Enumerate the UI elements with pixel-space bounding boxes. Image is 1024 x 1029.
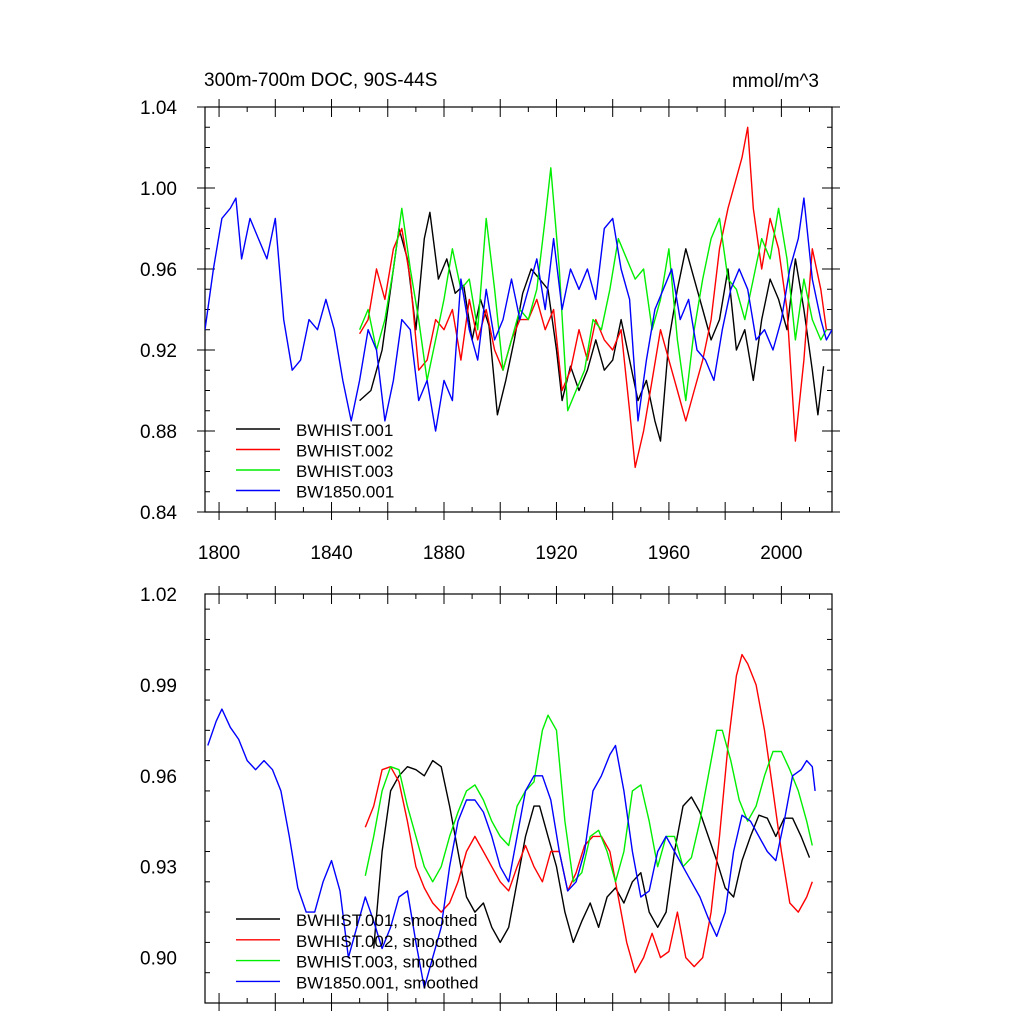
legend-label: BWHIST.002, smoothed [296, 932, 477, 951]
legend-label: BWHIST.003, smoothed [296, 953, 477, 972]
x-tick-label: 1960 [648, 543, 690, 564]
plot-frame [204, 593, 833, 1004]
y-tick-label: 0.96 [140, 767, 177, 788]
x-tick-label: 1880 [423, 543, 465, 564]
series-line-bwhist-003-smoothed [364, 714, 813, 883]
series-line-bwhist-002-smoothed [364, 653, 813, 974]
y-tick-label: 0.88 [140, 422, 177, 443]
x-tick-label: 2000 [760, 543, 802, 564]
series-line-bw1850-001 [205, 197, 832, 432]
series-line-bwhist-001 [359, 211, 825, 442]
y-tick-label: 1.00 [140, 179, 177, 200]
y-tick-label: 0.90 [140, 949, 177, 970]
legend-label: BW1850.001, smoothed [296, 973, 478, 992]
series-lines [205, 126, 832, 469]
y-tick-label: 0.84 [140, 503, 177, 524]
y-tick-label: 0.92 [140, 341, 177, 362]
top-chart-units: mmol/m^3 [732, 71, 819, 92]
y-tick-label: 0.96 [140, 260, 177, 281]
x-tick-label: 1840 [310, 543, 352, 564]
series-lines [207, 653, 816, 989]
legend-label: BW1850.001 [296, 483, 394, 502]
bottom-panel: 0.90 0.93 0.96 0.99 1.02 BWHIST.001, smoothed… [140, 585, 833, 1011]
legend-label: BWHIST.002 [296, 442, 393, 461]
series-line-bwhist-003 [358, 167, 828, 412]
legend-label: BWHIST.001, smoothed [296, 911, 477, 930]
x-tick-label: 1920 [535, 543, 577, 564]
top-panel: 1800 1840 1880 1920 1960 2000 0.84 0.88 0.92 0.96… [140, 98, 840, 564]
series-line-bwhist-001-smoothed [373, 759, 811, 949]
series-line-bwhist-002 [358, 126, 828, 469]
legend-label: BWHIST.003 [296, 462, 393, 481]
legend-label: BWHIST.001 [296, 421, 393, 440]
y-tick-label: 0.93 [140, 858, 177, 879]
x-tick-label: 1800 [198, 543, 240, 564]
series-line-bw1850-001-smoothed [207, 708, 816, 989]
y-tick-label: 0.99 [140, 676, 177, 697]
top-chart-title: 300m-700m DOC, 90S-44S [204, 70, 437, 91]
y-tick-label: 1.02 [140, 585, 177, 606]
y-tick-label: 1.04 [140, 98, 177, 119]
